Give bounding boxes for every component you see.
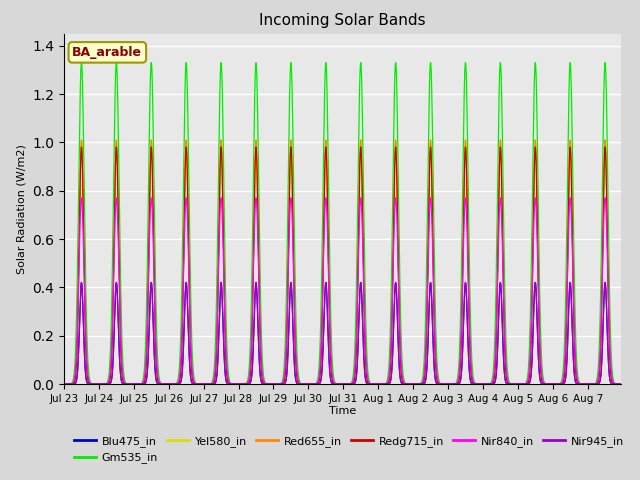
Nir945_in <box>391 294 399 300</box>
Text: BA_arable: BA_arable <box>72 46 142 59</box>
Yel580_in <box>262 381 270 387</box>
Nir840_in <box>619 381 627 387</box>
Nir945_in <box>77 280 85 286</box>
Red655_in <box>60 381 68 387</box>
Title: Incoming Solar Bands: Incoming Solar Bands <box>259 13 426 28</box>
Yel580_in <box>60 381 68 387</box>
Redg715_in <box>619 381 627 387</box>
Redg715_in <box>88 381 96 387</box>
Nir945_in <box>474 381 482 387</box>
Gm535_in <box>391 83 399 88</box>
Redg715_in <box>504 380 512 386</box>
Gm535_in <box>262 381 270 386</box>
Nir945_in <box>415 381 423 387</box>
Red655_in <box>262 381 270 387</box>
Yel580_in <box>77 137 85 143</box>
Red655_in <box>77 137 85 143</box>
Redg715_in <box>474 381 482 387</box>
Line: Gm535_in: Gm535_in <box>64 62 623 384</box>
Nir945_in <box>619 381 627 387</box>
Legend: Blu475_in, Gm535_in, Yel580_in, Red655_in, Redg715_in, Nir840_in, Nir945_in: Blu475_in, Gm535_in, Yel580_in, Red655_i… <box>70 432 628 468</box>
Nir840_in <box>262 381 270 387</box>
Red655_in <box>415 381 423 387</box>
X-axis label: Time: Time <box>329 407 356 417</box>
Gm535_in <box>77 60 85 65</box>
Redg715_in <box>262 381 270 387</box>
Nir840_in <box>391 210 399 216</box>
Nir840_in <box>504 378 512 384</box>
Blu475_in <box>474 381 482 387</box>
Redg715_in <box>60 381 68 387</box>
Nir945_in <box>60 381 68 387</box>
Y-axis label: Solar Radiation (W/m2): Solar Radiation (W/m2) <box>17 144 27 274</box>
Red655_in <box>88 381 96 387</box>
Redg715_in <box>77 144 85 150</box>
Yel580_in <box>391 163 399 169</box>
Redg715_in <box>415 381 423 387</box>
Yel580_in <box>504 380 512 386</box>
Blu475_in <box>391 294 399 300</box>
Nir840_in <box>415 381 423 387</box>
Nir840_in <box>77 195 85 201</box>
Nir840_in <box>88 381 96 387</box>
Gm535_in <box>60 381 68 387</box>
Nir945_in <box>88 381 96 387</box>
Line: Redg715_in: Redg715_in <box>64 147 623 384</box>
Redg715_in <box>391 169 399 175</box>
Yel580_in <box>619 381 627 387</box>
Gm535_in <box>504 373 512 379</box>
Red655_in <box>474 381 482 387</box>
Yel580_in <box>415 381 423 387</box>
Line: Blu475_in: Blu475_in <box>64 283 623 384</box>
Nir840_in <box>474 381 482 387</box>
Gm535_in <box>474 381 482 387</box>
Gm535_in <box>88 381 96 387</box>
Red655_in <box>504 380 512 386</box>
Line: Nir945_in: Nir945_in <box>64 283 623 384</box>
Line: Red655_in: Red655_in <box>64 140 623 384</box>
Blu475_in <box>60 381 68 387</box>
Line: Nir840_in: Nir840_in <box>64 198 623 384</box>
Nir840_in <box>60 381 68 387</box>
Blu475_in <box>77 280 85 286</box>
Blu475_in <box>262 381 270 387</box>
Blu475_in <box>504 381 512 387</box>
Blu475_in <box>415 381 423 387</box>
Red655_in <box>619 381 627 387</box>
Gm535_in <box>619 381 627 387</box>
Yel580_in <box>474 381 482 387</box>
Nir945_in <box>262 381 270 387</box>
Yel580_in <box>88 381 96 387</box>
Blu475_in <box>619 381 627 387</box>
Line: Yel580_in: Yel580_in <box>64 140 623 384</box>
Nir945_in <box>504 381 512 387</box>
Red655_in <box>391 163 399 169</box>
Blu475_in <box>88 381 96 387</box>
Gm535_in <box>415 381 423 387</box>
